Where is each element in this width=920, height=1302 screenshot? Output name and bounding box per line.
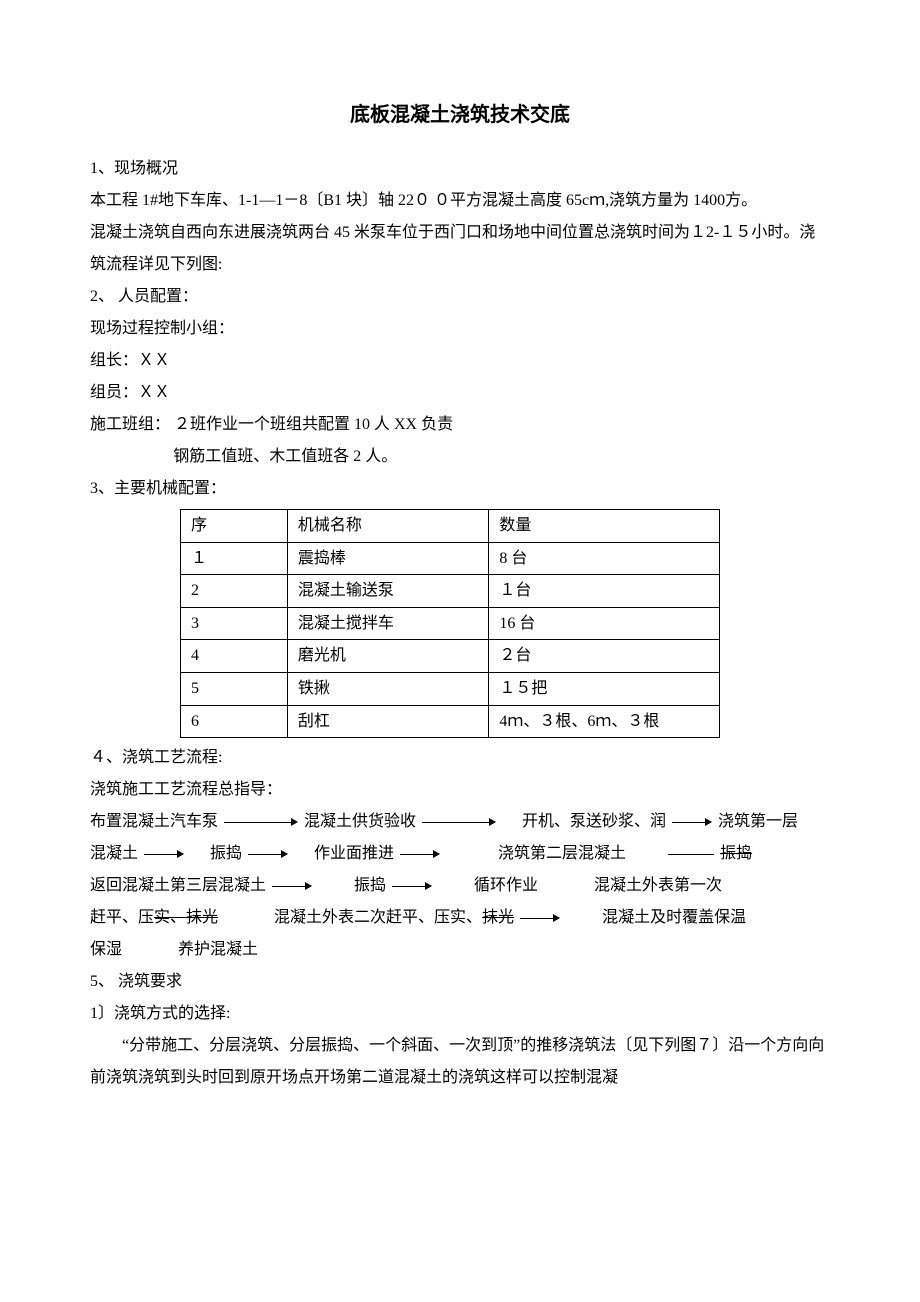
- flow-node: 返回混凝土第三层混凝土: [90, 877, 266, 894]
- flow-node: 赶平、压: [90, 909, 154, 926]
- flow-node: 混凝土: [90, 845, 138, 862]
- line-segment: [668, 854, 714, 855]
- arrow-right-icon: [672, 817, 712, 827]
- arrow-right-icon: [248, 849, 288, 859]
- arrow-right-icon: [224, 817, 298, 827]
- section1-para2: 混凝土浇筑自西向东进展浇筑两台 45 米泵车位于西门口和场地中间位置总浇筑时间为…: [90, 217, 830, 281]
- table-cell: 5: [181, 672, 288, 705]
- flow-node: 浇筑第一层: [718, 813, 798, 830]
- table-cell: 2: [181, 575, 288, 608]
- arrow-right-icon: [400, 849, 440, 859]
- flow-node: 混凝土外表第一次: [594, 877, 722, 894]
- table-cell: 刮杠: [287, 705, 488, 738]
- section5-sub1: 1〕浇筑方式的选择:: [90, 998, 830, 1030]
- table-cell: ２台: [489, 640, 720, 673]
- flow-node: 混凝土外表二次赶平、压实、: [274, 909, 482, 926]
- arrow-right-icon: [392, 881, 432, 891]
- table-cell: １: [181, 542, 288, 575]
- table-cell: 8 台: [489, 542, 720, 575]
- section1-heading: 1、现场概况: [90, 153, 830, 185]
- table-cell: 6: [181, 705, 288, 738]
- section5-para1: “分带施工、分层浇筑、分层振捣、一个斜面、一次到顶”的推移浇筑法〔见下列图７〕沿…: [90, 1030, 830, 1094]
- section4-heading: ４、浇筑工艺流程:: [90, 742, 830, 774]
- flow-node: 实、抹光: [154, 909, 218, 926]
- flow-node: 混凝土供货验收: [304, 813, 416, 830]
- arrow-right-icon: [520, 913, 560, 923]
- section3-heading: 3、主要机械配置：: [90, 473, 830, 505]
- table-row: １ 震捣棒 8 台: [181, 542, 720, 575]
- flow-node: 振捣: [720, 845, 752, 862]
- table-cell: 混凝土搅拌车: [287, 607, 488, 640]
- document-page: 底板混凝土浇筑技术交底 1、现场概况 本工程 1#地下车库、1-1—1－8〔B1…: [0, 0, 920, 1154]
- flow-node: 抹光: [482, 909, 514, 926]
- arrow-right-icon: [272, 881, 312, 891]
- table-row: 序 机械名称 数量: [181, 510, 720, 543]
- table-header: 序: [181, 510, 288, 543]
- section4-para1: 浇筑施工工艺流程总指导：: [90, 774, 830, 806]
- table-cell: 3: [181, 607, 288, 640]
- page-title: 底板混凝土浇筑技术交底: [90, 95, 830, 135]
- flow-node: 保湿: [90, 941, 122, 958]
- table-cell: 4ｍ、３根、6ｍ、３根: [489, 705, 720, 738]
- flow-node: 振捣: [210, 845, 242, 862]
- section2-para3: 组员：ＸＸ: [90, 377, 830, 409]
- section2-para1: 现场过程控制小组：: [90, 313, 830, 345]
- flow-node: 作业面推进: [314, 845, 394, 862]
- table-header: 数量: [489, 510, 720, 543]
- table-header: 机械名称: [287, 510, 488, 543]
- section2-para2: 组长：ＸＸ: [90, 345, 830, 377]
- table-row: 2 混凝土输送泵 １台: [181, 575, 720, 608]
- table-cell: １台: [489, 575, 720, 608]
- flow-node: 布置混凝土汽车泵: [90, 813, 218, 830]
- flow-node: 循环作业: [474, 877, 538, 894]
- table-cell: 16 台: [489, 607, 720, 640]
- table-cell: 4: [181, 640, 288, 673]
- process-flow: 布置混凝土汽车泵 混凝土供货验收 开机、泵送砂浆、润 浇筑第一层 混凝土 振捣 …: [90, 806, 830, 966]
- flow-node: 混凝土及时覆盖保温: [602, 909, 746, 926]
- section2-para5: 钢筋工值班、木工值班各 2 人。: [90, 441, 830, 473]
- section2-para4: 施工班组： ２班作业一个班组共配置 10 人 XX 负责: [90, 409, 830, 441]
- equipment-table: 序 机械名称 数量 １ 震捣棒 8 台 2 混凝土输送泵 １台 3 混凝土搅拌车…: [180, 509, 720, 738]
- flow-node: 养护混凝土: [178, 941, 258, 958]
- table-row: 6 刮杠 4ｍ、３根、6ｍ、３根: [181, 705, 720, 738]
- table-row: 3 混凝土搅拌车 16 台: [181, 607, 720, 640]
- table-cell: 铁揪: [287, 672, 488, 705]
- table-cell: 混凝土输送泵: [287, 575, 488, 608]
- arrow-right-icon: [144, 849, 184, 859]
- table-cell: 磨光机: [287, 640, 488, 673]
- section5-heading: 5、 浇筑要求: [90, 966, 830, 998]
- section2-heading: 2、 人员配置：: [90, 281, 830, 313]
- section1-para1: 本工程 1#地下车库、1-1—1－8〔B1 块〕轴 22０ ０平方混凝土高度 6…: [90, 185, 830, 217]
- table-cell: 震捣棒: [287, 542, 488, 575]
- flow-node: 开机、泵送砂浆、润: [522, 813, 666, 830]
- table-cell: １５把: [489, 672, 720, 705]
- table-row: 5 铁揪 １５把: [181, 672, 720, 705]
- arrow-right-icon: [422, 817, 496, 827]
- flow-node: 振捣: [354, 877, 386, 894]
- flow-node: 浇筑第二层混凝土: [498, 845, 626, 862]
- table-row: 4 磨光机 ２台: [181, 640, 720, 673]
